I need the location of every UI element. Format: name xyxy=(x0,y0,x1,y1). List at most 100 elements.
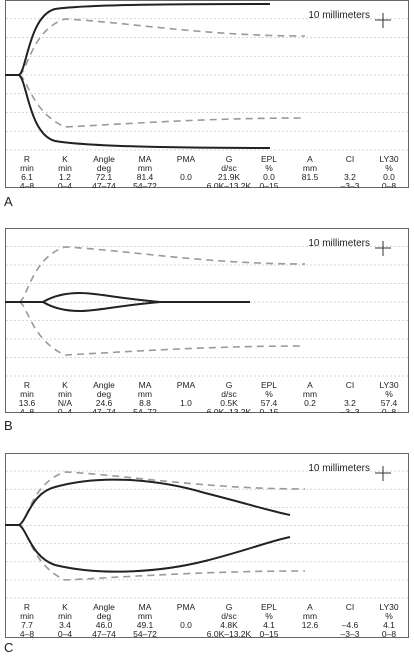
panel-label-b: B xyxy=(4,418,13,433)
table-range: 54–72 xyxy=(133,629,157,638)
table-value: 0.0 xyxy=(180,620,192,630)
teg-panel-a: 10 millimeters R K Angle MA PMA G EPL A CI LY30 min… xyxy=(5,0,410,188)
table-range: –3–3 xyxy=(341,407,360,413)
table-unit: % xyxy=(265,611,273,621)
patient-trace xyxy=(5,3,271,76)
table-header: MA xyxy=(139,602,152,612)
panel-label-c: C xyxy=(4,640,14,655)
table-range: –3–3 xyxy=(341,181,360,188)
table-value: 3.4 xyxy=(59,620,71,630)
table-header: EPL xyxy=(261,154,277,164)
table-range: 4–8 xyxy=(20,181,34,188)
table-header: A xyxy=(307,602,313,612)
table-value: 4.8K xyxy=(220,620,238,630)
table-value: 4.1 xyxy=(263,620,275,630)
patient-trace xyxy=(5,291,161,303)
table-unit: d/sc xyxy=(221,389,237,399)
table-unit: % xyxy=(265,163,273,173)
table-range: 6.0K–13.2K xyxy=(207,629,252,638)
table-unit: min xyxy=(20,163,34,173)
table-value: 0.0 xyxy=(180,172,192,182)
table-header: G xyxy=(226,154,233,164)
table-value: 6.1 xyxy=(21,172,33,182)
table-header: PMA xyxy=(177,380,196,390)
table-header: G xyxy=(226,380,233,390)
table-header: R xyxy=(24,602,30,612)
patient-trace xyxy=(18,74,271,149)
table-unit: mm xyxy=(303,163,317,173)
table-header: PMA xyxy=(177,154,196,164)
table-header: K xyxy=(62,154,68,164)
table-range: 0–4 xyxy=(58,407,72,413)
table-range: 54–72 xyxy=(133,181,157,188)
table-unit: min xyxy=(58,163,72,173)
table-header: G xyxy=(226,602,233,612)
table-value: 0.0 xyxy=(263,172,275,182)
table-value: 3.2 xyxy=(344,172,356,182)
table-unit: d/sc xyxy=(221,611,237,621)
table-value: 72.1 xyxy=(96,172,113,182)
table-unit: deg xyxy=(97,389,111,399)
table-value: 3.2 xyxy=(344,398,356,408)
teg-panel-c: 10 millimeters R K Angle MA PMA G EPL A CI LY30 min… xyxy=(5,453,410,638)
table-value: 0.2 xyxy=(304,398,316,408)
table-header: LY30 xyxy=(379,154,398,164)
table-header: A xyxy=(307,154,313,164)
table-header: Angle xyxy=(93,380,115,390)
table-value: –4.6 xyxy=(342,620,359,630)
table-value: 7.7 xyxy=(21,620,33,630)
table-value: 46.0 xyxy=(96,620,113,630)
table-unit: min xyxy=(20,611,34,621)
table-header: LY30 xyxy=(379,602,398,612)
table-range: 0–4 xyxy=(58,629,72,638)
table-range: 0–4 xyxy=(58,181,72,188)
normal-reference-trace xyxy=(18,18,306,76)
table-header: Angle xyxy=(93,154,115,164)
table-value: 13.6 xyxy=(19,398,36,408)
table-unit: % xyxy=(385,389,393,399)
normal-reference-trace xyxy=(18,301,306,356)
table-value: 21.9K xyxy=(218,172,241,182)
table-header: R xyxy=(24,154,30,164)
table-unit: mm xyxy=(138,611,152,621)
table-value: 0.0 xyxy=(383,172,395,182)
table-unit: mm xyxy=(138,163,152,173)
patient-trace xyxy=(18,524,291,573)
table-unit: % xyxy=(385,611,393,621)
table-unit: min xyxy=(20,389,34,399)
table-header: MA xyxy=(139,380,152,390)
table-unit: % xyxy=(385,163,393,173)
table-range: 47–74 xyxy=(92,407,116,413)
table-header: K xyxy=(62,602,68,612)
table-unit: mm xyxy=(138,389,152,399)
table-header: EPL xyxy=(261,602,277,612)
table-header: PMA xyxy=(177,602,196,612)
table-range: 47–74 xyxy=(92,629,116,638)
table-range: 4–8 xyxy=(20,407,34,413)
table-header: R xyxy=(24,380,30,390)
table-range: 4–8 xyxy=(20,629,34,638)
table-header: Angle xyxy=(93,602,115,612)
table-header: EPL xyxy=(261,380,277,390)
table-value: 1.0 xyxy=(180,398,192,408)
patient-trace xyxy=(5,478,291,526)
table-value: 0.5K xyxy=(220,398,238,408)
table-value: 81.5 xyxy=(302,172,319,182)
table-unit: deg xyxy=(97,163,111,173)
table-header: CI xyxy=(346,602,355,612)
table-value: 1.2 xyxy=(59,172,71,182)
table-range: 0–15 xyxy=(260,181,279,188)
teg-chart-b: 10 millimeters R K Angle MA PMA G EPL A CI LY30 min… xyxy=(5,228,409,413)
scale-label: 10 millimeters xyxy=(308,10,370,21)
normal-reference-trace xyxy=(18,74,306,128)
normal-reference-trace xyxy=(18,246,306,303)
table-unit: deg xyxy=(97,611,111,621)
scale-label: 10 millimeters xyxy=(308,238,370,249)
table-header: K xyxy=(62,380,68,390)
table-range: –3–3 xyxy=(341,629,360,638)
teg-panel-b: 10 millimeters R K Angle MA PMA G EPL A CI LY30 min… xyxy=(5,228,410,413)
table-header: MA xyxy=(139,154,152,164)
table-value: 49.1 xyxy=(137,620,154,630)
table-header: CI xyxy=(346,154,355,164)
scale-label: 10 millimeters xyxy=(308,463,370,474)
